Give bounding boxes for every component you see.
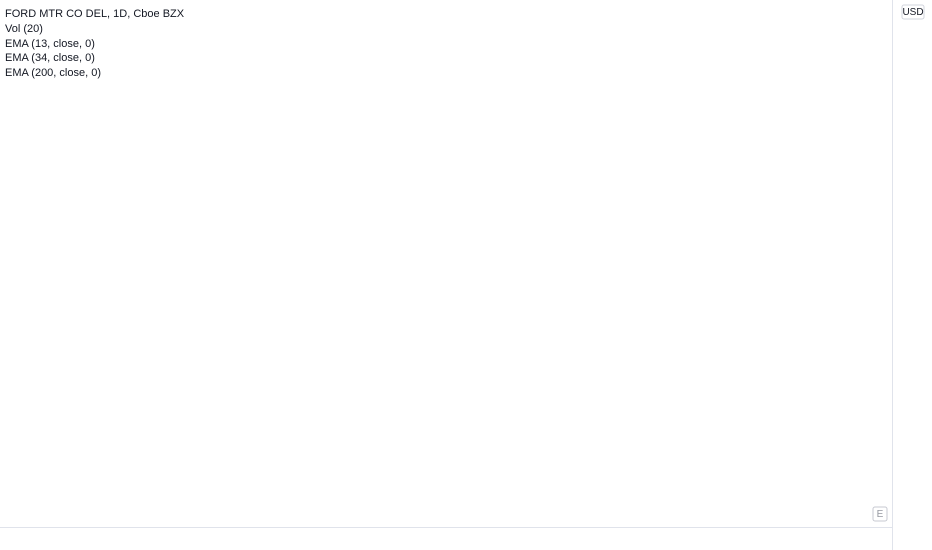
currency-box[interactable] <box>901 4 925 20</box>
legend: FORD MTR CO DEL, 1D, Cboe BZX Vol (20) E… <box>5 8 185 79</box>
axis-panel <box>893 0 932 550</box>
indicator-label: EMA (13, close, 0) <box>5 38 95 50</box>
indicator-label: Vol (20) <box>5 23 43 35</box>
events-button[interactable]: E <box>872 506 888 522</box>
events-button-text[interactable]: E <box>877 509 884 520</box>
events-button-box[interactable] <box>872 506 888 522</box>
currency: USD <box>902 7 923 18</box>
indicator-label: EMA (200, close, 0) <box>5 67 101 79</box>
chart-title: FORD MTR CO DEL, 1D, Cboe BZX <box>5 8 185 20</box>
indicator-label: EMA (34, close, 0) <box>5 52 95 64</box>
